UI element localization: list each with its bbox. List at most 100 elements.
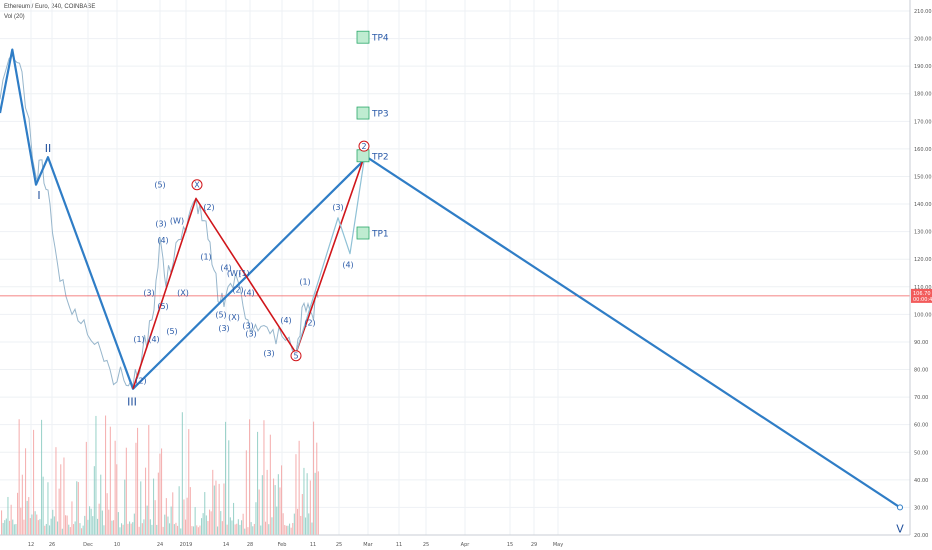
wave-label: (1) (133, 335, 144, 344)
volume-bar (220, 511, 222, 535)
y-tick-label: 190.00 (914, 64, 932, 70)
volume-bar (36, 514, 38, 535)
volume-bar (301, 494, 303, 535)
volume-bar (60, 464, 62, 535)
take-profit-targets: TP4 TP3 TP2 TP1 (356, 30, 389, 240)
projection (295, 154, 366, 354)
volume-bar (50, 518, 52, 535)
wave-label: (X) (177, 288, 189, 297)
volume-bar (210, 511, 212, 535)
volume-bar (205, 515, 207, 535)
chart-symbol-title: Ethereum / Euro, 240, COINBASE (4, 4, 96, 10)
volume-bar (292, 523, 294, 535)
wave-label: (2) (203, 203, 214, 212)
volume-bar (97, 518, 99, 535)
volume-bar (181, 412, 183, 535)
volume-bar (253, 523, 255, 535)
volume-bar (186, 497, 188, 535)
volume-bar (34, 511, 36, 535)
volume-bar (287, 525, 289, 535)
volume-bar (306, 473, 308, 535)
volume-bar (41, 419, 43, 535)
volume-bar (117, 512, 119, 535)
x-tick-label: 24 (157, 542, 163, 548)
wave-label: (X) (228, 313, 240, 322)
volume-bar (82, 525, 84, 535)
wave-label: (2) (232, 286, 243, 295)
tp-label: TP2 (371, 152, 389, 162)
volume-bar (175, 522, 177, 535)
wave-label: (5) (166, 327, 177, 336)
volume-bar (212, 469, 214, 535)
wave-label: (4) (220, 263, 231, 272)
volume-bar (236, 523, 238, 535)
x-tick-label: 2019 (180, 542, 193, 548)
volume-bar (274, 485, 276, 535)
x-tick-label: 14 (223, 542, 229, 548)
volume-bar (149, 519, 151, 535)
wave-label: I (37, 189, 40, 202)
volume-bar (23, 519, 25, 535)
volume-bar (101, 510, 103, 535)
volume-bar (66, 515, 68, 535)
volume-bar (229, 517, 231, 535)
wave-label: (1) (200, 252, 211, 261)
volume-bar (108, 509, 110, 535)
wave-label: (3) (245, 330, 256, 339)
volume-bar (132, 522, 134, 535)
volume-bar (261, 475, 263, 535)
volume-bar (268, 524, 270, 535)
y-tick-label: 210.00 (914, 9, 932, 15)
volume-bar (13, 524, 15, 535)
volume-bar (61, 528, 63, 535)
volume-bar (114, 440, 116, 535)
volume-bar (269, 434, 271, 535)
wave-label: (4) (243, 288, 254, 297)
volume-bar (90, 508, 92, 535)
y-tick-label: 130.00 (914, 230, 932, 236)
volume-bar (57, 521, 59, 535)
volume-bar (137, 427, 139, 535)
volume-bar (133, 513, 135, 535)
volume-indicator-label: Vol (20) (4, 14, 25, 20)
volume-bar (213, 485, 215, 535)
wave-label: (1) (299, 277, 310, 286)
volume-bar (193, 526, 195, 535)
volume-bar (313, 421, 315, 535)
volume-bar (157, 472, 159, 535)
volume-bar (52, 509, 54, 535)
volume-bar (145, 467, 147, 535)
volume-bar (100, 474, 102, 535)
volume-bar (282, 513, 284, 535)
volume-bar (63, 457, 65, 535)
wave-label: (3) (155, 219, 166, 228)
volume-bar (191, 526, 193, 535)
blue-wave-path (0, 48, 901, 509)
volume-bar (199, 525, 201, 535)
x-tick-label: Dec (83, 542, 93, 548)
volume-bar (295, 454, 297, 535)
volume-bar (143, 519, 145, 535)
volume-bar (225, 421, 227, 535)
volume-bar (55, 447, 57, 535)
circled-wave-label: 5 (293, 352, 298, 361)
x-tick-label: 28 (247, 542, 253, 548)
volume-bar (95, 415, 97, 535)
volume-bar (7, 496, 9, 535)
volume-bar (314, 472, 316, 535)
wave-label: (1) (238, 269, 249, 278)
volume-bar (140, 481, 142, 535)
volume-bar (317, 471, 319, 535)
tp-label: TP4 (371, 34, 389, 44)
wave-label: (3) (143, 288, 154, 297)
volume-bar (183, 499, 185, 535)
volume-bar (305, 517, 307, 535)
y-tick-label: 200.00 (914, 37, 932, 43)
y-tick-label: 60.00 (914, 423, 928, 429)
tp-box (356, 226, 370, 240)
y-tick-label: 120.00 (914, 257, 932, 263)
tp-box (356, 106, 370, 120)
volume-bar (2, 522, 4, 535)
wave-lines (0, 48, 903, 511)
